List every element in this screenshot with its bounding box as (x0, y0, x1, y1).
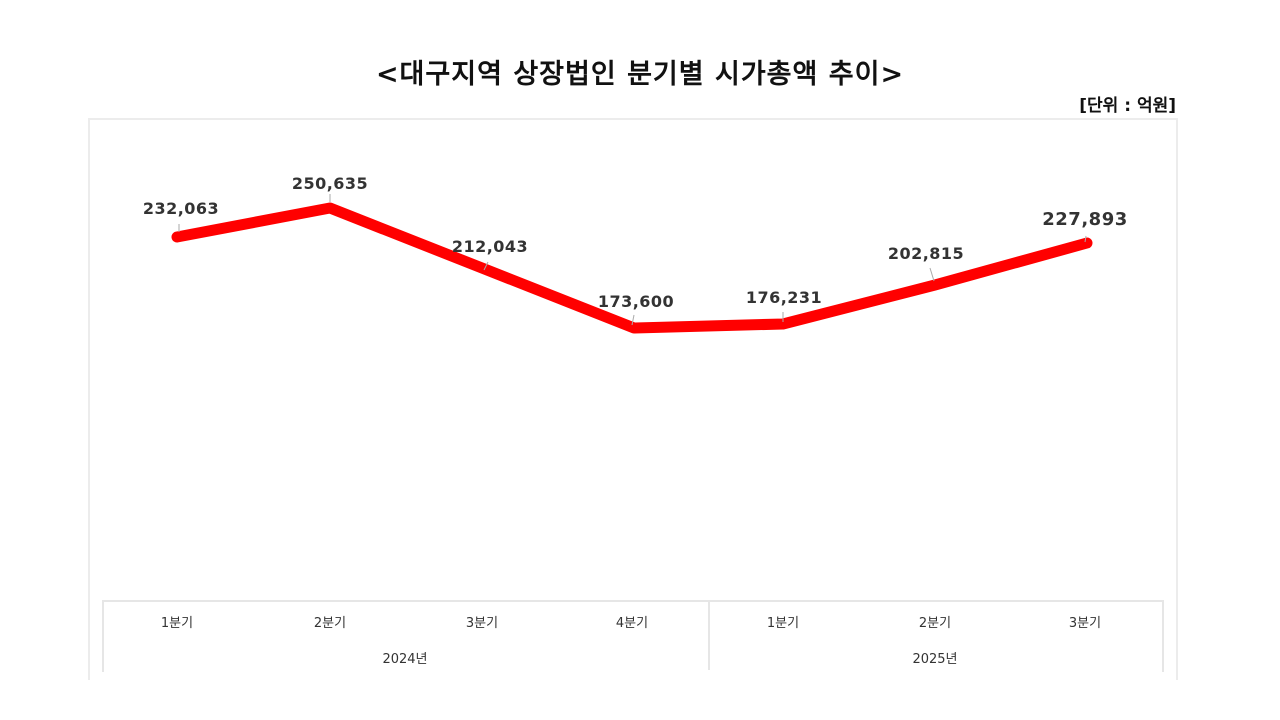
data-label: 173,600 (597, 292, 675, 311)
year-label: 2024년 (382, 652, 428, 667)
quarter-label: 3분기 (1068, 616, 1102, 631)
data-label: 176,231 (745, 288, 823, 307)
year-divider (708, 600, 710, 670)
data-label: 202,815 (887, 244, 965, 263)
quarter-label: 2분기 (918, 616, 952, 631)
category-axis (102, 600, 1164, 672)
data-label: 250,635 (291, 174, 369, 193)
year-label: 2025년 (912, 652, 958, 667)
unit-label: [단위 : 억원] (1079, 96, 1176, 116)
quarter-label: 4분기 (615, 616, 649, 631)
data-label: 212,043 (451, 237, 529, 256)
data-label: 232,063 (142, 199, 220, 218)
quarter-label: 2분기 (313, 616, 347, 631)
label-leader-lines (178, 194, 1087, 326)
quarter-label: 3분기 (465, 616, 499, 631)
market-cap-line (171, 202, 1093, 334)
quarter-label: 1분기 (766, 616, 800, 631)
chart-frame (88, 118, 1178, 680)
data-label: 227,893 (1042, 209, 1128, 230)
quarter-label: 1분기 (160, 616, 194, 631)
chart-title: <대구지역 상장법인 분기별 시가총액 추이> (375, 59, 905, 90)
